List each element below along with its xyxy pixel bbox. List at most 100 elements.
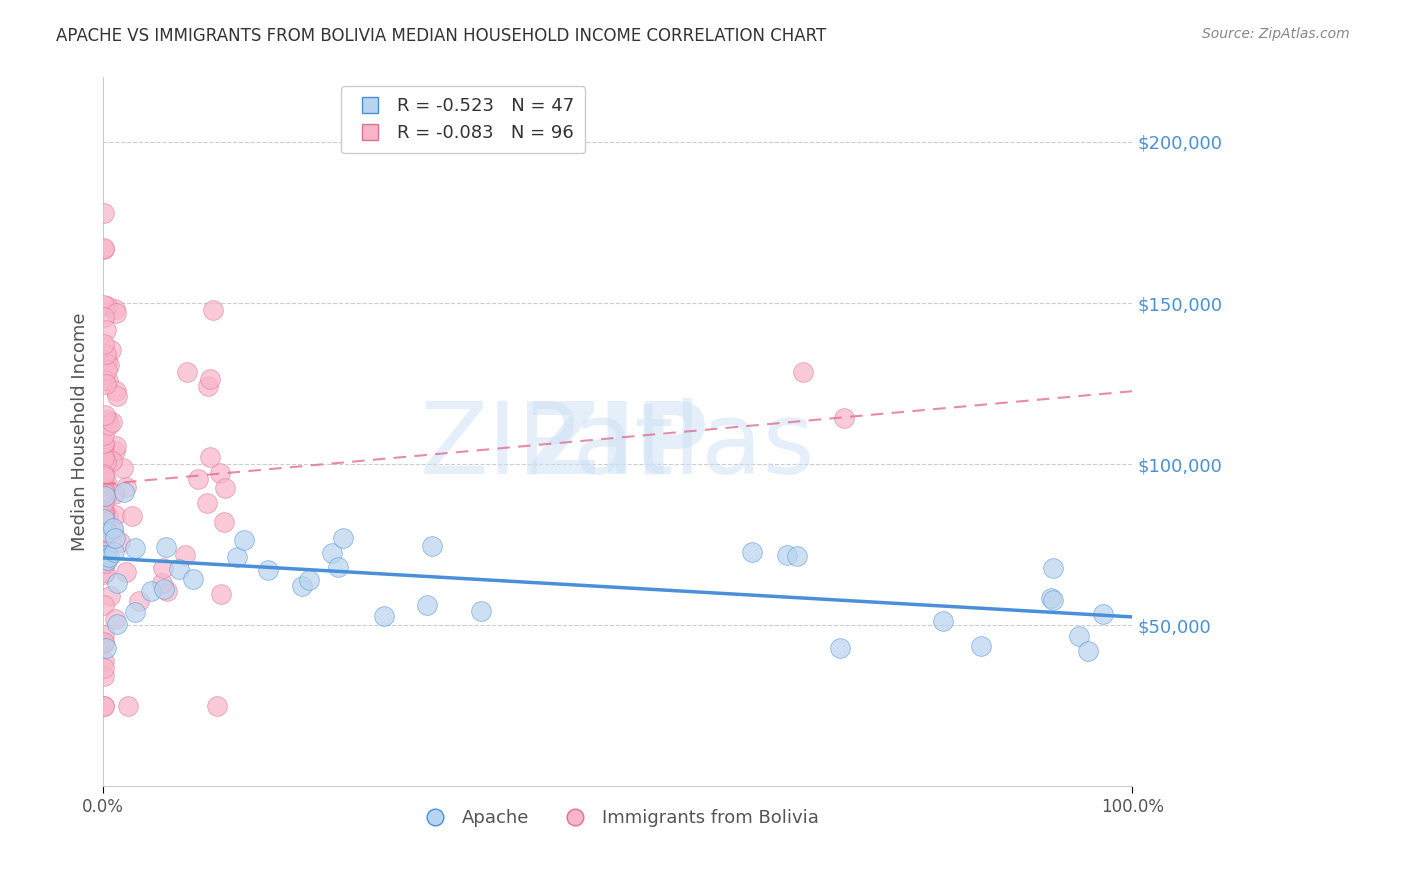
Point: [152, 576, 174, 591]
Point: [321, 546, 343, 560]
Point: [96, 544, 118, 558]
Point: [93, 310, 115, 325]
Point: [187, 472, 209, 486]
Point: [93, 668, 115, 682]
Point: [93, 468, 115, 483]
Point: [96, 524, 118, 539]
Point: [233, 533, 256, 547]
Point: [93, 635, 115, 649]
Point: [121, 508, 143, 523]
Point: [124, 541, 146, 556]
Point: [176, 365, 198, 379]
Point: [104, 444, 127, 458]
Point: [94, 549, 117, 564]
Point: [93, 543, 115, 558]
Legend: Apache, Immigrants from Bolivia: Apache, Immigrants from Bolivia: [409, 802, 825, 834]
Text: Source: ZipAtlas.com: Source: ZipAtlas.com: [1202, 27, 1350, 41]
Point: [112, 485, 135, 500]
Point: [208, 466, 231, 480]
Point: [104, 612, 127, 626]
Point: [93, 505, 115, 519]
Point: [211, 586, 233, 600]
Y-axis label: Median Household Income: Median Household Income: [72, 313, 89, 551]
Point: [98, 358, 121, 372]
Point: [93, 467, 115, 481]
Point: [741, 545, 763, 559]
Point: [828, 641, 851, 656]
Point: [100, 343, 122, 358]
Point: [167, 561, 190, 575]
Point: [326, 560, 349, 574]
Point: [1042, 593, 1064, 607]
Point: [93, 475, 115, 489]
Point: [93, 527, 115, 541]
Point: [94, 474, 117, 488]
Point: [105, 439, 128, 453]
Point: [101, 524, 124, 538]
Point: [195, 496, 218, 510]
Point: [1042, 561, 1064, 575]
Point: [198, 372, 221, 386]
Point: [93, 548, 115, 562]
Point: [93, 427, 115, 442]
Point: [103, 487, 125, 501]
Point: [107, 575, 129, 590]
Point: [1040, 591, 1063, 606]
Point: [93, 636, 115, 650]
Point: [94, 640, 117, 655]
Point: [291, 579, 314, 593]
Point: [98, 418, 121, 433]
Point: [93, 242, 115, 256]
Point: [100, 589, 122, 603]
Point: [96, 489, 118, 503]
Point: [96, 553, 118, 567]
Point: [332, 531, 354, 545]
Point: [155, 540, 177, 554]
Point: [94, 323, 117, 337]
Point: [201, 303, 224, 318]
Point: [93, 373, 115, 387]
Point: [104, 531, 127, 545]
Point: [93, 485, 115, 500]
Point: [96, 362, 118, 376]
Text: APACHE VS IMMIGRANTS FROM BOLIVIA MEDIAN HOUSEHOLD INCOME CORRELATION CHART: APACHE VS IMMIGRANTS FROM BOLIVIA MEDIAN…: [56, 27, 827, 45]
Point: [124, 606, 146, 620]
Point: [1077, 644, 1099, 658]
Point: [111, 460, 134, 475]
Point: [94, 377, 117, 392]
Point: [93, 482, 115, 496]
Point: [212, 515, 235, 529]
Point: [115, 565, 138, 579]
Point: [373, 608, 395, 623]
Point: [93, 484, 115, 499]
Point: [93, 495, 115, 509]
Point: [94, 557, 117, 571]
Point: [94, 489, 117, 503]
Point: [152, 561, 174, 575]
Point: [101, 416, 124, 430]
Point: [115, 480, 138, 494]
Point: [93, 436, 115, 450]
Point: [931, 614, 953, 628]
Point: [93, 506, 115, 520]
Point: [93, 654, 115, 668]
Point: [173, 549, 195, 563]
Point: [214, 481, 236, 495]
Point: [93, 205, 115, 219]
Point: [792, 365, 814, 379]
Point: [93, 446, 115, 460]
Point: [139, 583, 162, 598]
Point: [94, 347, 117, 361]
Point: [200, 450, 222, 465]
Point: [470, 604, 492, 618]
Point: [93, 549, 115, 564]
Point: [93, 698, 115, 713]
Point: [1069, 629, 1091, 643]
Point: [93, 438, 115, 452]
Point: [104, 305, 127, 319]
Point: [93, 509, 115, 524]
Point: [104, 508, 127, 522]
Point: [104, 302, 127, 317]
Point: [104, 384, 127, 398]
Point: [93, 628, 115, 642]
